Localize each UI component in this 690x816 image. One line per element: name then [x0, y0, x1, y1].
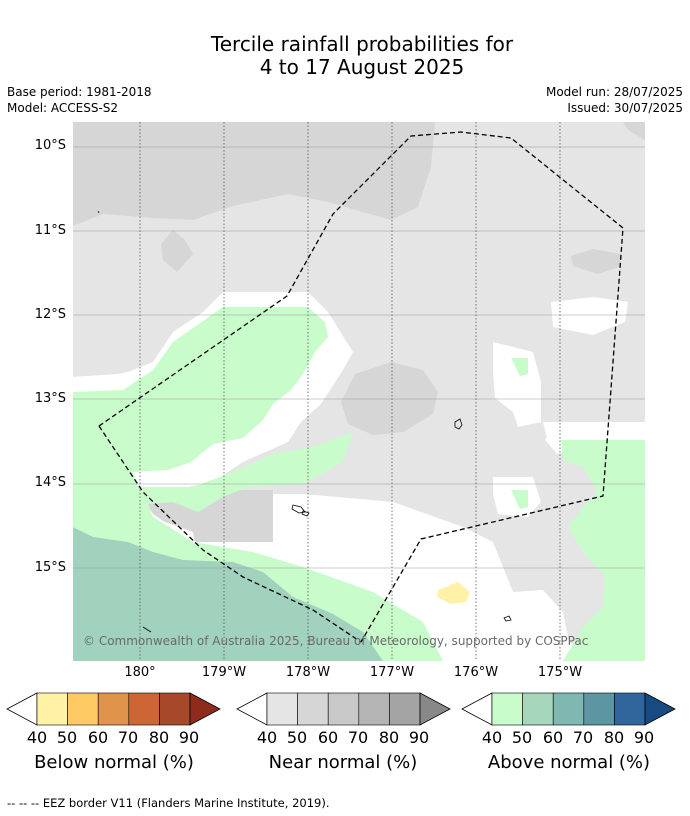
white-buffer — [493, 342, 541, 427]
lat-label-14s: 14°S — [34, 475, 66, 490]
issue-info: Model run: 28/07/2025 Issued: 30/07/2025 — [520, 84, 683, 116]
colorbar-swatches — [36, 692, 191, 726]
colorbar-swatch-below-40 — [36, 692, 68, 726]
latitude-gridlines — [73, 146, 645, 569]
islands — [97, 210, 512, 633]
colorbar-below-normal — [6, 692, 221, 726]
above-tick-80: 80 — [603, 728, 625, 747]
lon-label-177w: 177°W — [369, 665, 415, 680]
colorbar-high-arrow — [644, 692, 676, 726]
below-tick-70: 70 — [117, 728, 139, 747]
lon-label-180: 180° — [124, 665, 156, 680]
issued-text: Issued: 30/07/2025 — [567, 101, 683, 115]
colorbar-swatch-below-50 — [67, 692, 99, 726]
lon-label-176w: 176°W — [453, 665, 499, 680]
colorbar-swatch-above-60 — [552, 692, 585, 726]
above-normal-50-region — [73, 527, 383, 661]
near-normal-50-patch — [73, 122, 435, 226]
above-tick-70: 70 — [572, 728, 594, 747]
lat-label-12s: 12°S — [34, 307, 66, 322]
below-tick-40: 40 — [26, 728, 48, 747]
lat-label-10s: 10°S — [34, 138, 66, 153]
lat-label-11s: 11°S — [34, 223, 66, 238]
colorbar-swatch-near-80 — [389, 692, 421, 726]
lat-label-13s: 13°S — [34, 391, 66, 406]
colorbar-low-arrow — [6, 692, 38, 726]
below-normal-title: Below normal (%) — [34, 752, 194, 773]
model-run-text: Model run: 28/07/2025 — [545, 85, 683, 99]
island-outline — [142, 626, 152, 633]
colorbar-swatch-near-60 — [327, 692, 360, 726]
lat-label-15s: 15°S — [34, 560, 66, 575]
chart-title-line-1: Tercile rainfall probabilities for — [210, 32, 514, 56]
colorbar-swatch-near-70 — [358, 692, 390, 726]
colorbar-near-normal — [236, 692, 451, 726]
above-normal-title: Above normal (%) — [487, 752, 651, 773]
island-outline — [301, 510, 310, 517]
map-credit: © Commonwealth of Australia 2025, Bureau… — [83, 634, 588, 648]
model-info: Base period: 1981-2018 Model: ACCESS-S2 — [7, 84, 152, 116]
near-normal-50-patch — [139, 490, 273, 542]
white-buffer — [551, 297, 628, 335]
colorbar-above-normal — [461, 692, 676, 726]
below-tick-80: 80 — [148, 728, 170, 747]
colorbar-swatch-near-40 — [266, 692, 298, 726]
above-normal-40-region — [561, 440, 645, 661]
lon-label-175w: 175°W — [537, 665, 583, 680]
lon-label-179w: 179°W — [201, 665, 247, 680]
above-tick-90: 90 — [633, 728, 655, 747]
near-tick-50: 50 — [286, 728, 308, 747]
colorbar-swatch-above-40 — [491, 692, 523, 726]
near-normal-50-patch — [623, 122, 645, 140]
colorbar-swatch-near-50 — [297, 692, 329, 726]
near-tick-40: 40 — [256, 728, 278, 747]
below-tick-90: 90 — [178, 728, 200, 747]
longitude-gridlines — [139, 122, 561, 661]
eez-border — [98, 131, 624, 643]
near-normal-title: Near normal (%) — [268, 752, 418, 773]
below-tick-50: 50 — [56, 728, 78, 747]
colorbar-swatch-below-60 — [97, 692, 130, 726]
above-tick-50: 50 — [511, 728, 533, 747]
probability-map: © Commonwealth of Australia 2025, Bureau… — [73, 122, 645, 661]
near-normal-50-patch — [341, 362, 438, 435]
above-tick-40: 40 — [481, 728, 503, 747]
island-outline — [97, 210, 100, 214]
above-normal-40-region — [511, 490, 528, 509]
near-normal-50-patch — [571, 249, 621, 274]
colorbar-high-arrow — [189, 692, 221, 726]
above-tick-60: 60 — [542, 728, 564, 747]
eez-border — [98, 425, 362, 643]
colorbar-swatch-below-70 — [128, 692, 160, 726]
near-normal-50-patch — [161, 230, 193, 272]
colorbar-swatches — [266, 692, 421, 726]
eez-footnote: -- -- -- EEZ border V11 (Flanders Marine… — [7, 796, 330, 810]
colorbar-swatch-below-80 — [159, 692, 191, 726]
model-name-text: Model: ACCESS-S2 — [7, 101, 119, 115]
near-tick-60: 60 — [317, 728, 339, 747]
chart-title-line-2: 4 to 17 August 2025 — [259, 55, 465, 79]
colorbar-swatches — [491, 692, 646, 726]
island-outline — [454, 418, 463, 430]
island-outline — [291, 504, 306, 514]
above-normal-40-region — [511, 358, 528, 376]
below-normal-40-patch — [437, 582, 470, 604]
base-period-text: Base period: 1981-2018 — [7, 85, 152, 99]
colorbar-high-arrow — [419, 692, 451, 726]
island-outline — [503, 615, 512, 622]
below-tick-60: 60 — [87, 728, 109, 747]
colorbar-swatch-above-80 — [614, 692, 646, 726]
colorbar-low-arrow — [461, 692, 493, 726]
near-tick-90: 90 — [408, 728, 430, 747]
colorbar-swatch-above-50 — [522, 692, 554, 726]
near-tick-70: 70 — [347, 728, 369, 747]
colorbar-low-arrow — [236, 692, 268, 726]
near-tick-80: 80 — [378, 728, 400, 747]
lon-label-178w: 178°W — [285, 665, 331, 680]
colorbar-swatch-above-70 — [583, 692, 615, 726]
